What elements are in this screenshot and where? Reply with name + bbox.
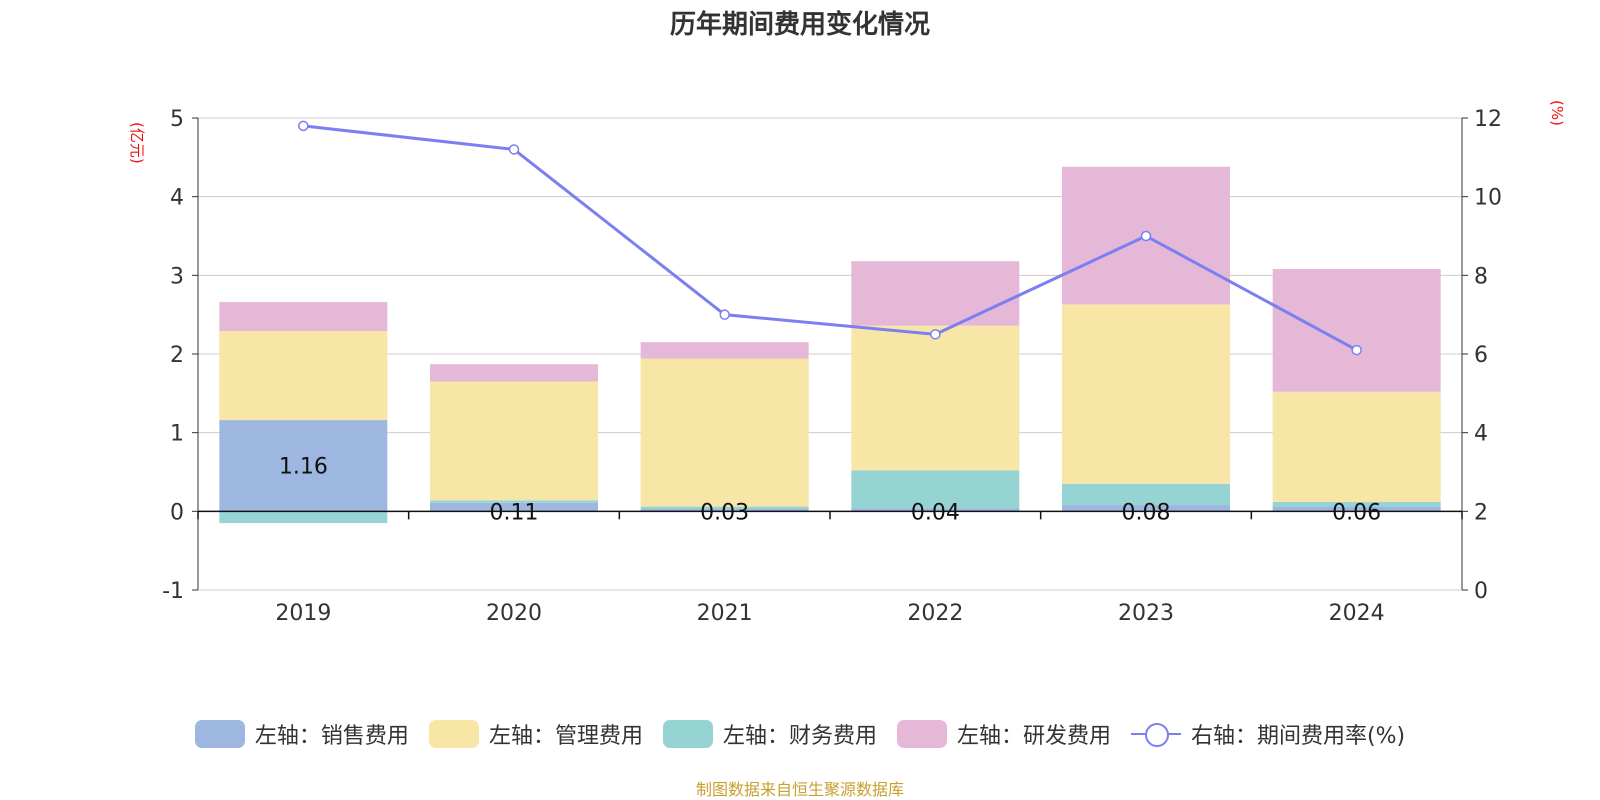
legend-label-admin: 左轴：管理费用: [488, 724, 643, 749]
rnd-swatch: [896, 720, 947, 748]
left-tick-label: 3: [170, 264, 184, 289]
sales-value-label: 0.03: [700, 500, 749, 525]
bar-sales-2019: [219, 420, 388, 512]
bar-admin-2019: [219, 331, 388, 421]
rate-point: [719, 309, 730, 320]
left-tick-label: -1: [162, 579, 184, 604]
right-tick-label: 6: [1474, 343, 1488, 368]
rate-point: [508, 144, 520, 155]
left-tick-label: 0: [170, 500, 184, 525]
bar-admin-2021: [640, 358, 809, 507]
sales-value-label: 0.04: [911, 500, 960, 525]
legend-label-finance: 左轴：财务费用: [722, 724, 877, 749]
right-tick-label: 8: [1474, 264, 1488, 289]
legend: 左轴：销售费用 左轴：管理费用 左轴：财务费用 左轴：研发费用 右轴：期间费用率…: [0, 718, 1600, 750]
x-tick-label: 2020: [486, 601, 542, 626]
legend-label-rate: 右轴：期间费用率(%): [1190, 724, 1406, 749]
admin-swatch: [428, 720, 479, 748]
data-source: 制图数据来自恒生聚源数据库: [695, 780, 904, 799]
finance-swatch: [662, 720, 713, 748]
x-tick-label: 2024: [1329, 601, 1385, 626]
rate-point: [930, 329, 941, 340]
left-tick-label: 4: [170, 186, 184, 211]
bar-sales-2021: [640, 508, 809, 512]
x-tick-label: 2023: [1118, 601, 1174, 626]
left-tick-label: 2: [170, 343, 184, 368]
legend-item-sales[interactable]: 左轴：销售费用: [194, 718, 409, 750]
bar-admin-2020: [430, 381, 598, 501]
bar-sales-2022: [851, 508, 1020, 512]
legend-label-sales: 左轴：销售费用: [254, 724, 409, 749]
bar-finance-2021: [640, 506, 809, 509]
rate-line-icon: [1130, 720, 1181, 748]
rate-point: [1140, 230, 1152, 242]
right-tick-label: 0: [1474, 579, 1488, 604]
right-tick-label: 2: [1474, 500, 1488, 525]
sales-value-label: 0.06: [1332, 500, 1381, 525]
right-tick-label: 12: [1474, 107, 1502, 132]
bar-admin-2023: [1062, 304, 1230, 484]
x-tick-label: 2022: [907, 601, 963, 626]
chart-title: 历年期间费用变化情况: [669, 10, 930, 40]
x-tick-label: 2021: [697, 601, 753, 626]
bar-finance-2024: [1272, 501, 1441, 507]
bar-sales-2024: [1272, 506, 1441, 512]
bar-admin-2022: [851, 325, 1020, 471]
sales-value-label: 0.08: [1122, 500, 1171, 525]
bar-finance-2020: [430, 500, 598, 503]
rate-line: [303, 124, 1358, 352]
bar-finance-2019: [219, 511, 388, 524]
x-tick-label: 2019: [275, 601, 331, 626]
right-tick-label: 10: [1474, 186, 1502, 211]
chart-area: 543210-11210864201.1620190.1120200.03202…: [162, 107, 1502, 626]
right-tick-label: 4: [1474, 422, 1488, 447]
bar-rnd-2021: [640, 342, 809, 359]
rate-point: [1351, 344, 1362, 356]
legend-item-admin[interactable]: 左轴：管理费用: [428, 718, 643, 750]
bar-admin-2024: [1272, 391, 1441, 502]
legend-item-finance[interactable]: 左轴：财务费用: [662, 718, 877, 750]
bar-rnd-2022: [851, 261, 1020, 326]
sales-value-label: 0.11: [490, 500, 539, 525]
bar-sales-2023: [1062, 505, 1230, 512]
left-tick-label: 5: [170, 107, 184, 132]
bar-rnd-2020: [430, 364, 598, 382]
sales-value-label: 1.16: [279, 455, 328, 480]
legend-item-rate[interactable]: 右轴：期间费用率(%): [1130, 718, 1406, 750]
bar-finance-2022: [851, 470, 1020, 509]
rate-point: [298, 120, 309, 132]
bar-rnd-2024: [1272, 269, 1441, 392]
legend-item-rnd[interactable]: 左轴：研发费用: [896, 718, 1111, 750]
bar-finance-2023: [1062, 483, 1230, 506]
left-tick-label: 1: [170, 422, 184, 447]
bar-rnd-2019: [219, 302, 388, 332]
bar-sales-2020: [430, 502, 598, 512]
legend-label-rnd: 左轴：研发费用: [956, 724, 1111, 749]
sales-swatch: [194, 720, 245, 748]
